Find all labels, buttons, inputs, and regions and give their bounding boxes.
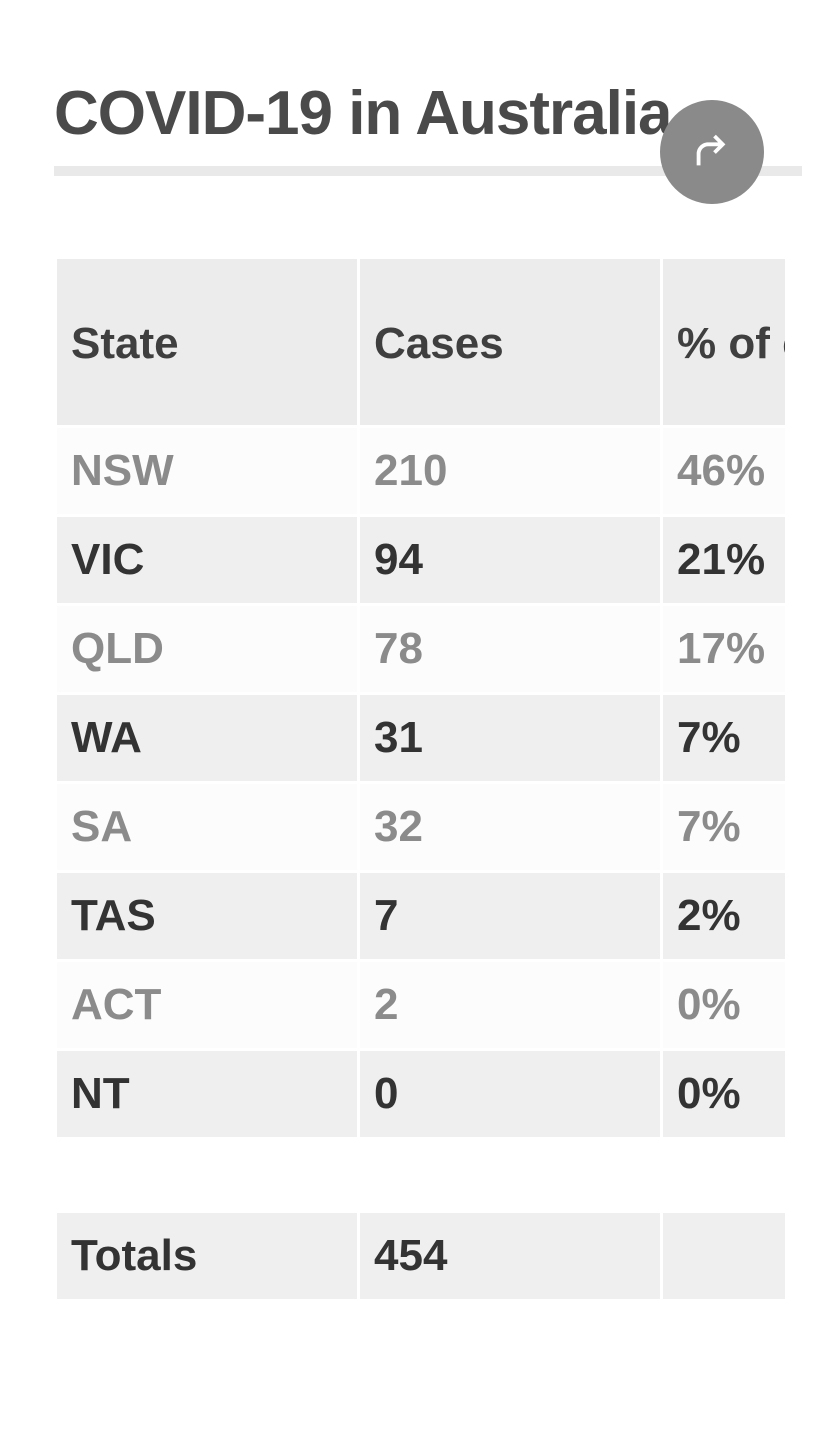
cell-cases: 32 <box>360 784 660 870</box>
table-header-row: State Cases % of cases <box>57 259 785 425</box>
cell-cases: 210 <box>360 428 660 514</box>
cases-table: State Cases % of cases NSW21046%VIC9421%… <box>54 256 788 1140</box>
cell-cases: 0 <box>360 1051 660 1137</box>
totals-row: Totals 454 <box>57 1213 785 1299</box>
cell-cases: 31 <box>360 695 660 781</box>
table-row: QLD7817% <box>57 606 785 692</box>
cell-cases: 7 <box>360 873 660 959</box>
cell-pct: 21% <box>663 517 785 603</box>
cell-pct: 46% <box>663 428 785 514</box>
cell-state: QLD <box>57 606 357 692</box>
share-button[interactable] <box>660 100 764 204</box>
totals-pct <box>663 1213 785 1299</box>
cell-pct: 17% <box>663 606 785 692</box>
col-state: State <box>57 259 357 425</box>
table-row: VIC9421% <box>57 517 785 603</box>
header: COVID-19 in Australia <box>54 80 788 176</box>
cell-state: NT <box>57 1051 357 1137</box>
table-row: ACT20% <box>57 962 785 1048</box>
share-icon <box>689 129 735 175</box>
cell-pct: 7% <box>663 695 785 781</box>
cell-cases: 94 <box>360 517 660 603</box>
col-cases: Cases <box>360 259 660 425</box>
table-row: TAS72% <box>57 873 785 959</box>
cell-pct: 7% <box>663 784 785 870</box>
col-pct: % of cases <box>663 259 785 425</box>
cell-state: VIC <box>57 517 357 603</box>
table-row: SA327% <box>57 784 785 870</box>
cell-state: ACT <box>57 962 357 1048</box>
cell-pct: 0% <box>663 962 785 1048</box>
cell-pct: 0% <box>663 1051 785 1137</box>
cell-state: TAS <box>57 873 357 959</box>
cell-pct: 2% <box>663 873 785 959</box>
cell-state: NSW <box>57 428 357 514</box>
totals-label: Totals <box>57 1213 357 1299</box>
cell-cases: 2 <box>360 962 660 1048</box>
cell-state: SA <box>57 784 357 870</box>
totals-cases: 454 <box>360 1213 660 1299</box>
cell-cases: 78 <box>360 606 660 692</box>
table-row: NSW21046% <box>57 428 785 514</box>
table-row: WA317% <box>57 695 785 781</box>
cell-state: WA <box>57 695 357 781</box>
table-row: NT00% <box>57 1051 785 1137</box>
totals-table: Totals 454 <box>54 1210 788 1302</box>
